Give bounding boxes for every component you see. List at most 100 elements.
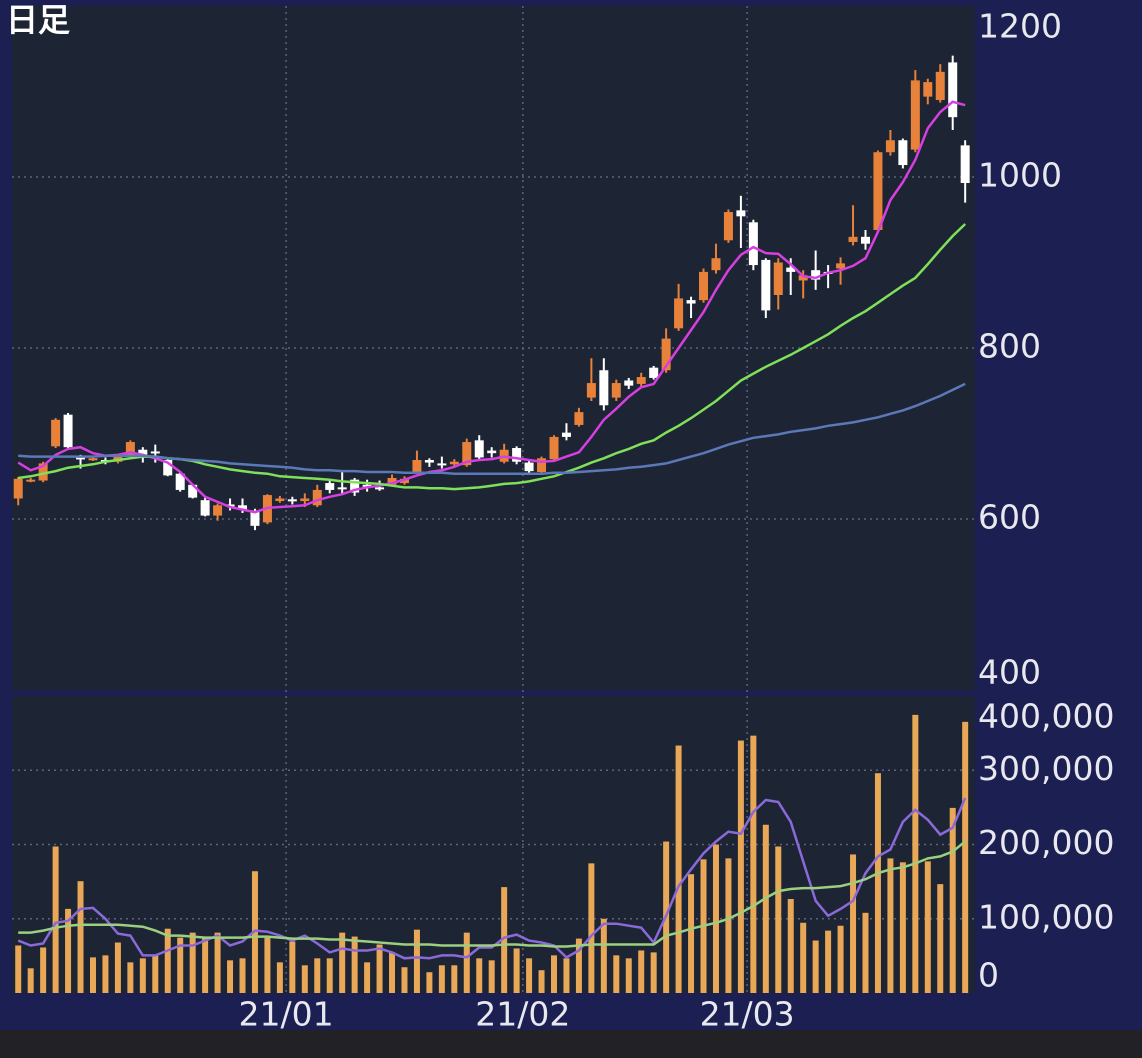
volume-bar <box>65 908 72 993</box>
candle-body <box>337 487 347 490</box>
candle-body <box>611 383 621 398</box>
volume-bar <box>177 937 184 993</box>
y-tick-label: 0 <box>978 956 999 995</box>
volume-bar <box>850 854 857 993</box>
candle-body <box>748 222 758 266</box>
candle-body <box>549 436 559 460</box>
candle-body <box>350 479 360 493</box>
volume-bar <box>613 955 620 993</box>
volume-bar <box>227 960 234 993</box>
candle-body <box>885 140 895 153</box>
volume-bar <box>550 955 557 993</box>
volume-bar <box>413 929 420 993</box>
volume-bar <box>825 930 832 993</box>
volume-bar <box>239 958 246 993</box>
y-tick-label: 300,000 <box>978 749 1114 788</box>
volume-bar <box>787 898 794 993</box>
volume-bar <box>264 937 271 993</box>
volume-bar <box>476 958 483 993</box>
volume-bar <box>202 936 209 993</box>
candle-body <box>599 370 609 406</box>
candle-body <box>88 458 98 461</box>
volume-bar <box>139 958 146 993</box>
volume-bar <box>351 936 358 993</box>
volume-bar <box>501 887 508 993</box>
volume-bar <box>887 858 894 993</box>
volume-bar <box>625 958 632 993</box>
volume-bar <box>114 942 121 993</box>
volume-bar <box>451 965 458 993</box>
volume-bar <box>924 861 931 993</box>
volume-bar <box>364 962 371 993</box>
candle-body <box>537 458 547 472</box>
y-tick-label: 400,000 <box>978 697 1114 736</box>
y-tick-label: 600 <box>978 498 1041 537</box>
volume-bar <box>376 944 383 993</box>
moving-average-line <box>17 100 966 514</box>
candle-body <box>312 489 322 506</box>
volume-bar <box>762 824 769 993</box>
candle-body <box>287 499 297 502</box>
y-tick-label: 100,000 <box>978 897 1114 936</box>
candle-body <box>512 448 522 462</box>
candle-body <box>163 460 173 476</box>
volume-bar <box>899 862 906 993</box>
candle-body <box>811 270 821 280</box>
volume-bar <box>27 968 34 993</box>
candle-body <box>948 62 958 118</box>
candle-body <box>474 440 484 458</box>
volume-bar <box>812 940 819 993</box>
volume-bar <box>426 972 433 993</box>
candle-body <box>462 442 472 466</box>
candle-body <box>773 262 783 295</box>
candle-body <box>624 380 634 386</box>
candle-body <box>225 504 235 507</box>
volume-bar <box>949 807 956 993</box>
volume-bar <box>650 952 657 993</box>
volume-bar <box>563 958 570 993</box>
y-tick-label: 800 <box>978 327 1041 366</box>
candle-body <box>26 479 36 482</box>
volume-bar <box>438 965 445 993</box>
candle-body <box>860 236 870 244</box>
volume-bar <box>775 846 782 993</box>
candle-body <box>300 498 310 502</box>
x-tick-label: 21/03 <box>700 995 795 1034</box>
candle-body <box>412 460 422 472</box>
candle-body <box>362 484 372 487</box>
volume-bar <box>874 773 881 993</box>
volume-bar <box>588 863 595 993</box>
candle-body <box>113 455 123 462</box>
volume-bar <box>750 735 757 993</box>
candle-body <box>898 140 908 166</box>
y-tick-label: 400 <box>978 653 1041 692</box>
volume-bar <box>463 932 470 993</box>
volume-bar <box>164 928 171 993</box>
volume-bar <box>538 970 545 993</box>
volume-bar <box>675 745 682 993</box>
candle-body <box>923 82 933 97</box>
volume-bar <box>725 858 732 993</box>
volume-bar <box>737 740 744 993</box>
x-tick-label: 21/01 <box>239 995 334 1034</box>
candle-body <box>150 451 160 454</box>
volume-bar <box>962 721 969 993</box>
candle-body <box>51 419 61 447</box>
candle-body <box>686 300 696 304</box>
candle-body <box>636 377 646 384</box>
moving-average-line <box>17 797 967 960</box>
candle-body <box>723 212 733 241</box>
volume-bar <box>189 932 196 993</box>
candle-body <box>437 463 447 466</box>
volume-bar <box>800 922 807 993</box>
candle-body <box>213 505 223 516</box>
candle-body <box>574 412 584 425</box>
candle-body <box>138 449 148 455</box>
candle-body <box>387 477 397 485</box>
volume-bar <box>712 844 719 993</box>
candle-body <box>200 500 210 516</box>
candle-body <box>848 236 858 242</box>
candle-body <box>561 432 571 437</box>
volume-bar <box>77 881 84 993</box>
volume-bar <box>513 948 520 993</box>
